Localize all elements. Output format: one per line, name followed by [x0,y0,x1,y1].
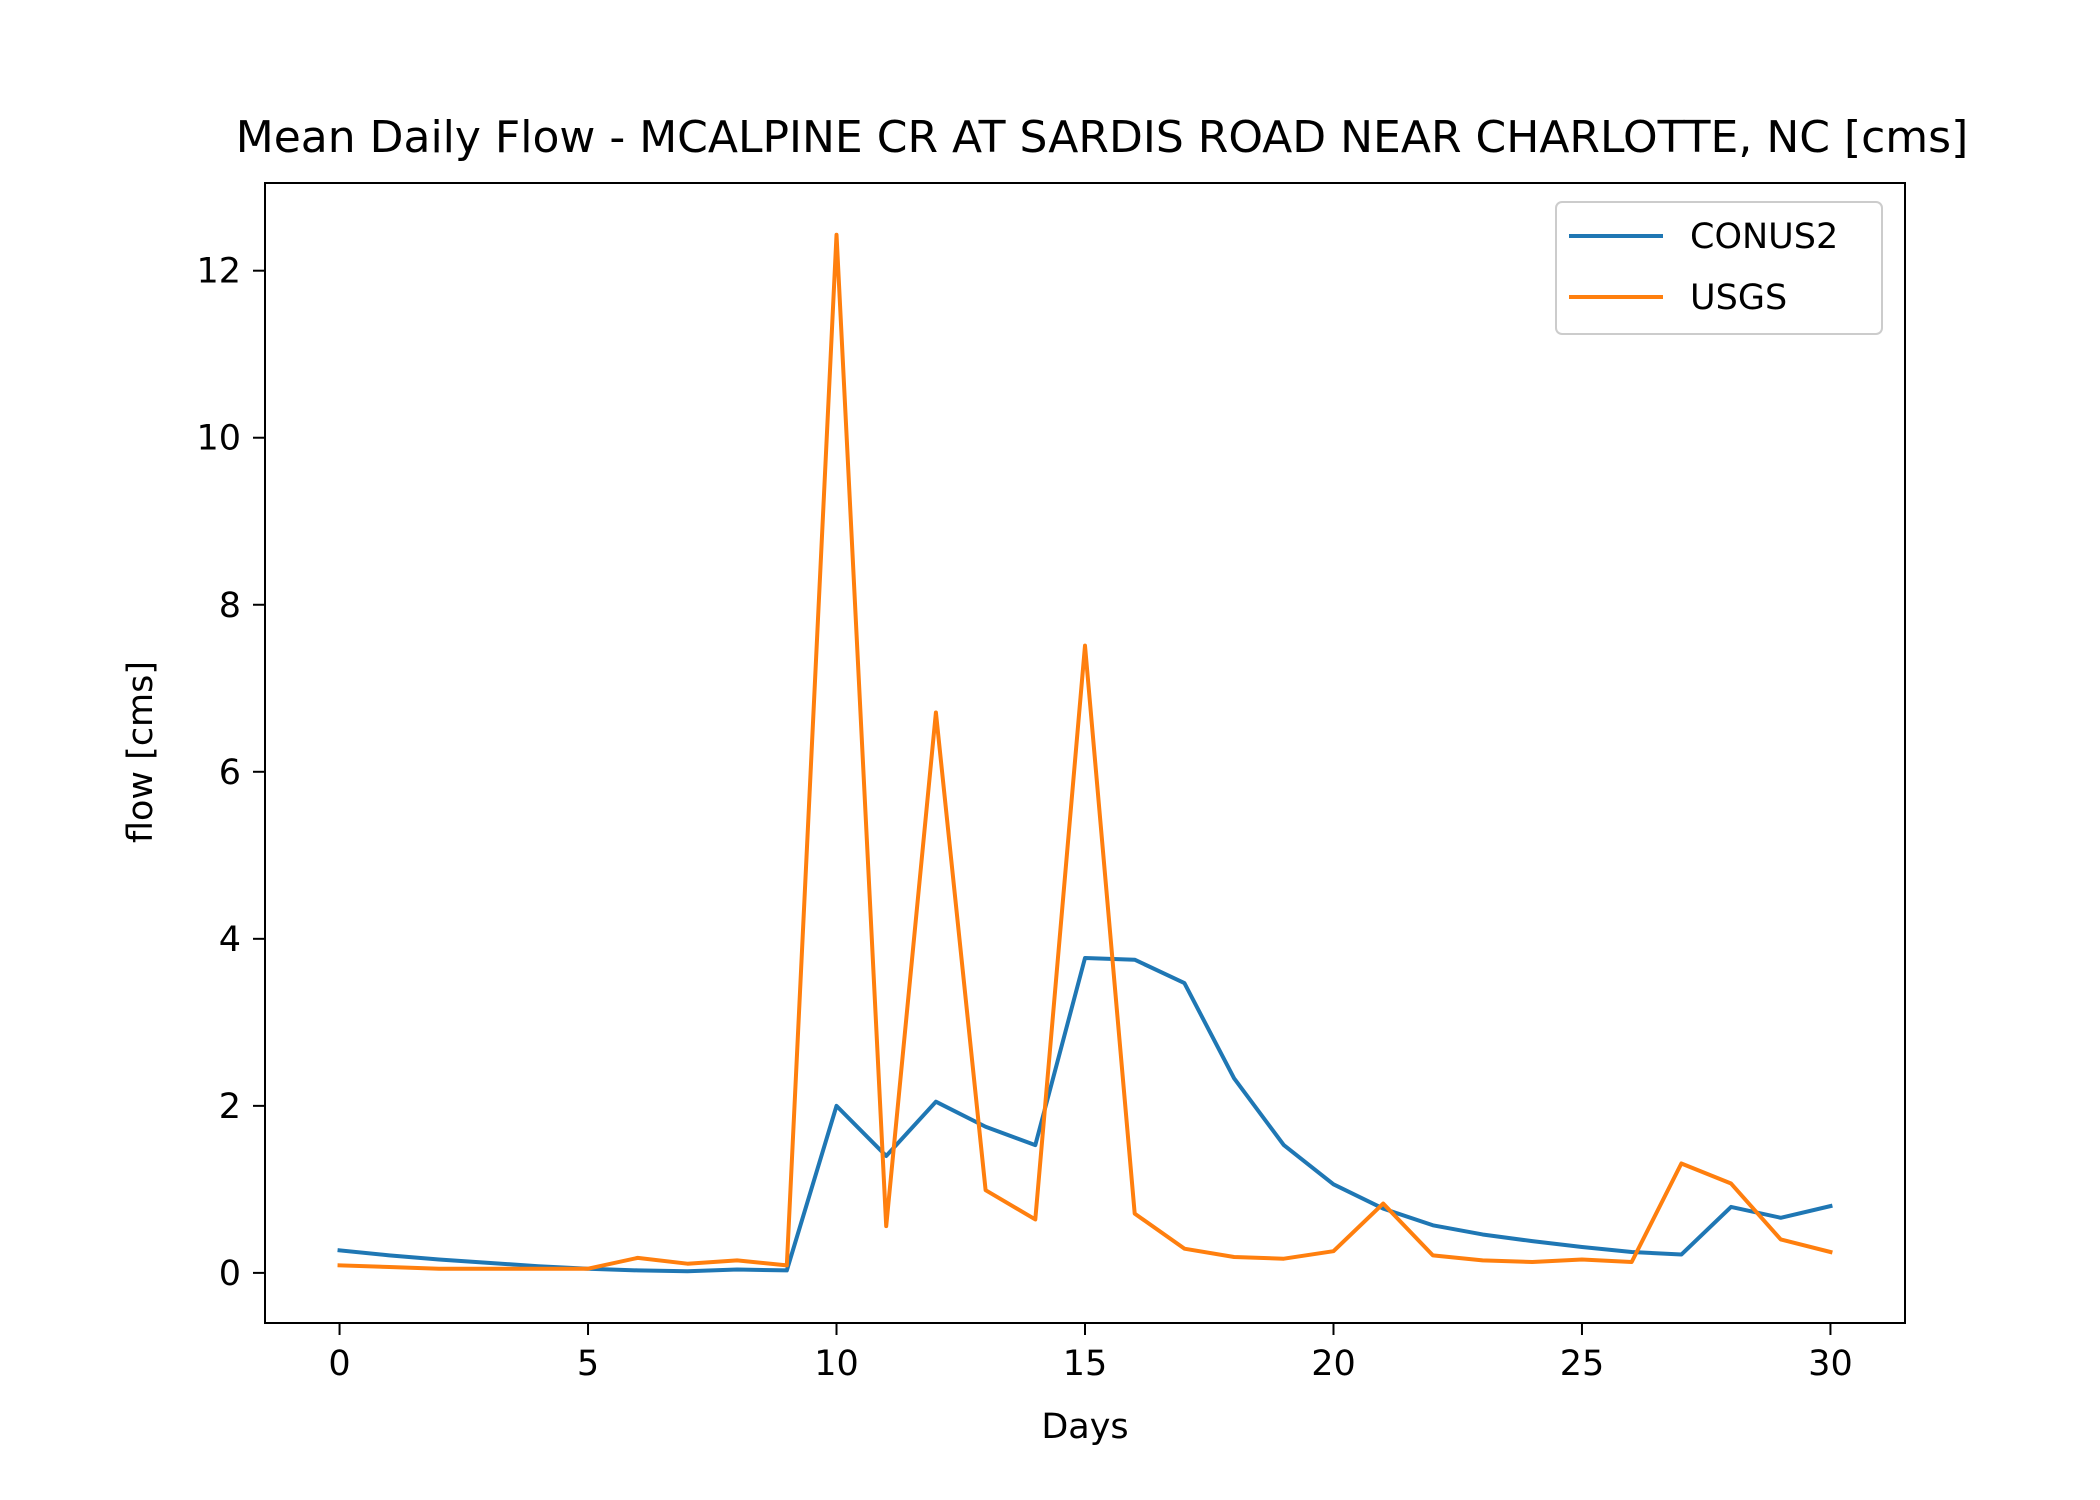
x-axis-label: Days [1041,1407,1128,1447]
x-tick-label-25: 25 [1560,1344,1605,1384]
x-tick-label-15: 15 [1063,1344,1108,1384]
plot-background [265,183,1905,1323]
y-tick-label-6: 6 [219,753,241,793]
y-tick-label-4: 4 [219,920,241,960]
y-tick-label-0: 0 [219,1254,241,1294]
y-axis: 0 2 4 6 8 10 12 [196,252,265,1294]
x-tick-label-20: 20 [1311,1344,1356,1384]
legend: CONUS2 USGS [1555,201,1883,335]
legend-label-conus2: CONUS2 [1690,217,1838,257]
x-tick-label-5: 5 [577,1344,599,1384]
x-tick-label-30: 30 [1808,1344,1853,1384]
y-tick-label-2: 2 [219,1087,241,1127]
y-tick-label-12: 12 [196,252,241,292]
y-tick-label-10: 10 [196,419,241,459]
x-tick-label-0: 0 [328,1344,350,1384]
y-axis-label: flow [cms] [121,661,161,843]
y-tick-label-8: 8 [219,586,241,626]
plot-area [264,182,1906,1324]
x-tick-label-10: 10 [814,1344,859,1384]
legend-label-usgs: USGS [1690,278,1787,318]
series-line-usgs [337,232,1833,1271]
x-axis: 0 5 10 15 20 25 30 [328,1323,1853,1384]
series-layer [337,232,1833,1274]
chart-title: Mean Daily Flow - MCALPINE CR AT SARDIS … [236,112,1969,163]
